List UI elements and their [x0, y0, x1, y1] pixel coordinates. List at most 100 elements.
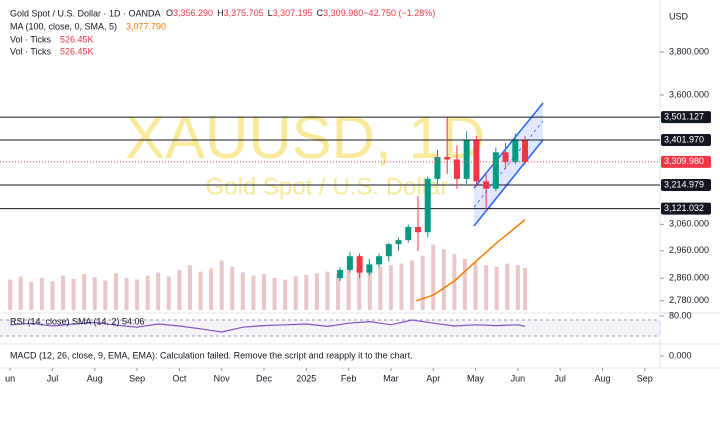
plot: 3,800.000 3,600.000 3,060.000 2,960.000 2,86…: [0, 46, 711, 383]
volume-bar: [272, 278, 277, 310]
last-price-box: [661, 155, 711, 168]
volume-bar: [441, 249, 446, 310]
x-tick-label: Jul: [47, 373, 59, 383]
volume-bar: [92, 277, 97, 310]
ohlc-value: 3,375.705: [224, 8, 264, 18]
y-tick-label: 3,600.000: [669, 89, 709, 99]
rsi-band: [0, 320, 660, 336]
volume-bar: [420, 255, 425, 310]
candle-body: [512, 140, 519, 162]
volume-bar: [336, 274, 341, 310]
volume-bar: [346, 268, 351, 310]
x-tick-label: Jul: [554, 373, 566, 383]
vol-value: 526.45K: [60, 34, 94, 44]
candle-body: [444, 157, 451, 160]
volume-bar: [523, 267, 528, 310]
volume-bar: [515, 265, 520, 310]
watermark-name: Gold Spot / U.S. Dollar: [206, 173, 449, 200]
x-tick-label: Feb: [341, 373, 357, 383]
volume-bar: [82, 274, 87, 310]
volume-bar: [29, 282, 34, 310]
volume-bar: [314, 273, 319, 310]
ohlc-value: 3,309.980: [323, 8, 363, 18]
y-tick-label: 3,060.000: [669, 219, 709, 229]
ohlc-key: H: [217, 8, 224, 18]
x-tick-label: Dec: [256, 373, 273, 383]
level-label: 3,501.127: [664, 112, 704, 122]
volume-bar: [304, 274, 309, 310]
volume-bar: [367, 272, 372, 310]
ohlc-key: O: [166, 8, 173, 18]
volume-bar: [240, 272, 245, 310]
x-tick-label: Jun: [511, 373, 526, 383]
channel-line: [473, 139, 544, 227]
y-tick-label: 2,780.000: [669, 295, 709, 305]
x-tick-label: Sep: [637, 373, 653, 383]
volume-bar: [166, 276, 171, 310]
volume-bar: [18, 276, 23, 310]
volume-bar: [113, 273, 118, 310]
candle-body: [483, 181, 490, 189]
x-tick-label: Aug: [594, 373, 610, 383]
volume-bar: [357, 270, 362, 310]
candle-body: [502, 152, 509, 162]
volume-bar: [39, 278, 44, 310]
rsi-tick-label: 80.00: [669, 310, 692, 320]
volume-bar: [187, 265, 192, 310]
volume-bar: [473, 262, 478, 310]
ohlc-value: 3,307.195: [273, 8, 313, 18]
currency: USD: [669, 11, 689, 21]
candle-body: [424, 178, 431, 233]
volume-bar: [219, 260, 224, 310]
volume-bar: [124, 278, 129, 310]
volume-bar: [177, 270, 182, 310]
volume-bar: [484, 265, 489, 310]
candle-body: [366, 264, 373, 273]
volume-bar: [431, 244, 436, 310]
y-tick-label: 2,860.000: [669, 273, 709, 283]
candle-body: [405, 226, 412, 241]
symbol-title: Gold Spot / U.S. Dollar · 1D · OANDA: [10, 8, 161, 18]
rsi-legend: RSI (14, close) SMA (14, 2) 54.06: [10, 316, 145, 326]
volume-bar: [209, 268, 214, 310]
ohlc-key: C: [317, 8, 324, 18]
ma-legend: MA (100, close, 0, SMA, 5): [10, 21, 117, 31]
volume-bar: [61, 275, 66, 310]
vol-legend: Vol · Ticks: [10, 34, 52, 44]
x-tick-label: Sep: [129, 373, 145, 383]
candle-body: [385, 244, 392, 257]
candle-body: [376, 256, 383, 265]
macd-legend: MACD (12, 26, close, 9, EMA, EMA): Calcu…: [10, 350, 413, 360]
x-tick-label: Aug: [87, 373, 103, 383]
x-tick-label: Nov: [214, 373, 231, 383]
y-tick-label: 3,800.000: [669, 46, 709, 56]
ohlc-legend: O3,356.290 H3,375.705 L3,307.195 C3,309.980…: [166, 8, 435, 18]
candle-body: [453, 159, 460, 179]
volume-bar: [388, 265, 393, 310]
ma-line: [416, 219, 526, 302]
x-tick-label: Oct: [172, 373, 187, 383]
level-label-box: [661, 179, 711, 192]
rsi-line: [10, 319, 526, 333]
ohlc-key: L: [268, 8, 273, 18]
volume-bar: [145, 275, 150, 310]
volume-bar: [494, 266, 499, 310]
volume-bar: [505, 263, 510, 310]
candle-body: [337, 269, 344, 279]
x-tick-label: Apr: [426, 373, 440, 383]
volume-bar: [325, 271, 330, 310]
volume-bar: [462, 258, 467, 310]
level-label: 3,401.970: [664, 134, 704, 144]
level-label-box: [661, 111, 711, 124]
volume-bar: [251, 275, 256, 310]
candle-body: [346, 256, 353, 270]
level-label-box: [661, 202, 711, 215]
volume-bar: [156, 272, 161, 310]
level-label-box: [661, 134, 711, 147]
volume-bar: [283, 279, 288, 310]
candle-body: [434, 157, 441, 179]
volume-bar: [293, 276, 298, 310]
candle-body: [473, 140, 480, 182]
